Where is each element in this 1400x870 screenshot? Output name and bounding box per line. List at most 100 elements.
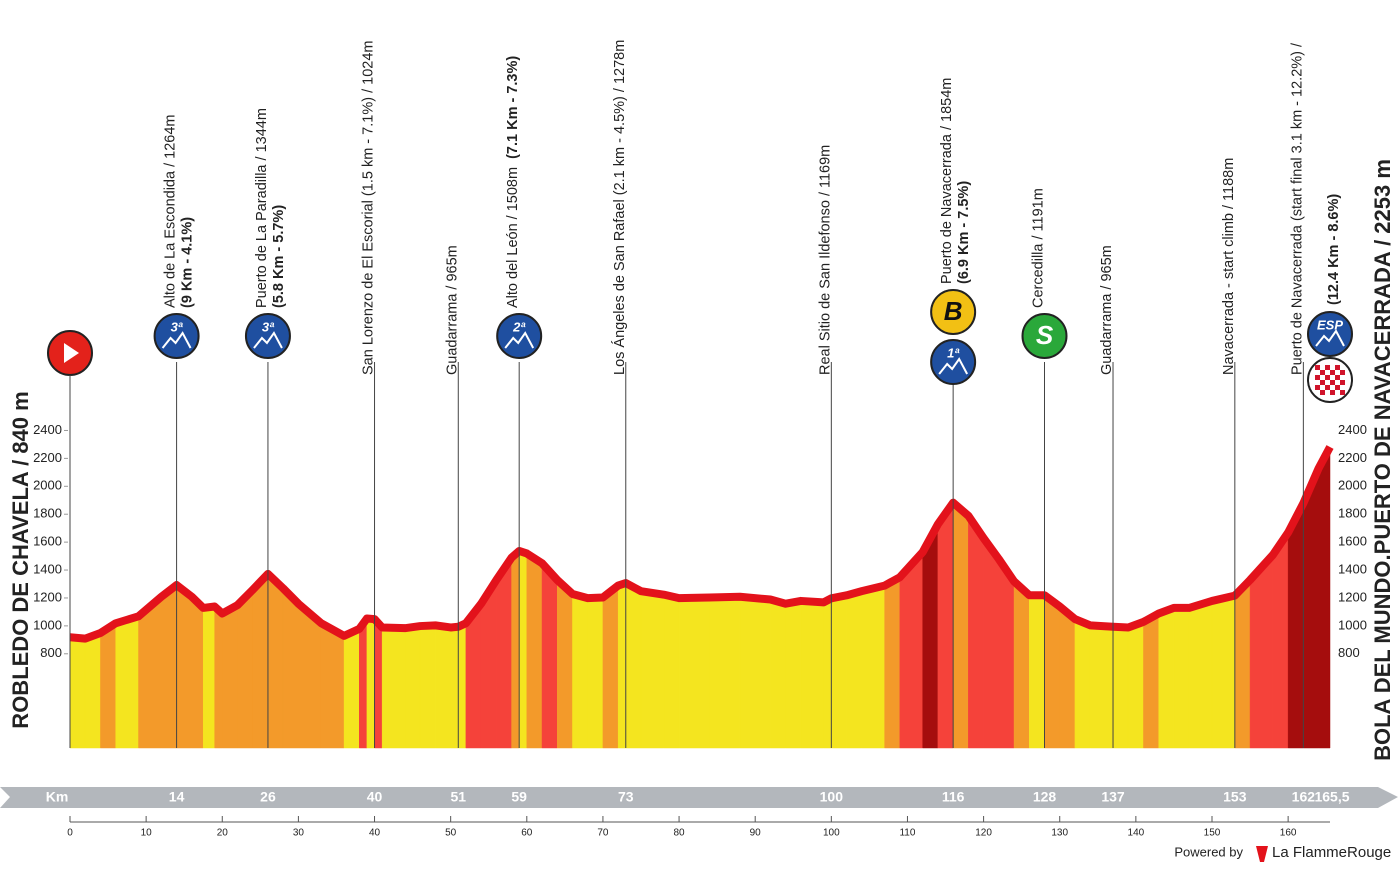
waypoint-name-text: Navacerrada - start climb / 1188m bbox=[1221, 158, 1237, 375]
icon bbox=[496, 313, 543, 359]
y-tick-label: 2200 bbox=[33, 450, 62, 465]
waypoint-name-text: Puerto de Navacerrada (start final 3.1 k… bbox=[1289, 42, 1305, 375]
x-tick-label: 160 bbox=[1280, 828, 1297, 839]
profile-segment bbox=[366, 622, 375, 749]
profile-segment bbox=[222, 608, 238, 749]
x-tick-label: 10 bbox=[141, 828, 153, 839]
profile-segment bbox=[214, 609, 223, 749]
profile-segment bbox=[458, 626, 467, 749]
profile-segment bbox=[884, 580, 901, 749]
waypoint-km: 137 bbox=[1101, 789, 1125, 805]
waypoint-name-text: Real Sitio de San Ildefonso / 1169m bbox=[817, 145, 833, 375]
profile-segment bbox=[320, 626, 345, 749]
profile-segment bbox=[267, 577, 284, 749]
waypoint-name-text: Guadarrama / 965m bbox=[444, 245, 460, 375]
profile-segment bbox=[1272, 535, 1289, 749]
finish-check bbox=[1325, 385, 1330, 390]
profile-segment bbox=[800, 604, 824, 749]
waypoint-km: 14 bbox=[169, 789, 185, 805]
profile-segment bbox=[709, 600, 741, 749]
finish-check bbox=[1335, 365, 1340, 370]
x-tick-label: 120 bbox=[975, 828, 992, 839]
finish-km: 165,5 bbox=[1314, 789, 1349, 805]
waypoint-name-text: Puerto de Navacerrada / 1854m bbox=[939, 78, 955, 284]
y-tick-label: 1200 bbox=[33, 589, 62, 604]
finish-label: BOLA DEL MUNDO.PUERTO DE NAVACERRADA / 2… bbox=[1370, 159, 1395, 761]
icon-label: 3ª bbox=[262, 319, 275, 334]
waypoint-name: Alto de La Escondida / 1264m bbox=[163, 115, 179, 308]
y-tick-label: 1600 bbox=[33, 534, 62, 549]
x-tick-label: 30 bbox=[293, 828, 305, 839]
x-tick-label: 40 bbox=[369, 828, 381, 839]
profile-segment bbox=[526, 557, 543, 749]
profile-segment bbox=[435, 629, 451, 749]
finish-check bbox=[1340, 380, 1345, 385]
finish-check bbox=[1330, 390, 1335, 395]
profile-segment bbox=[404, 629, 421, 749]
waypoint-detail: (9 Km - 4.1%) bbox=[180, 217, 196, 308]
finish-check bbox=[1315, 375, 1320, 380]
icon-label: 2ª bbox=[512, 319, 526, 334]
y-tick-label-right: 2000 bbox=[1338, 478, 1367, 493]
icon-label: 3ª bbox=[171, 319, 184, 334]
profile-segment bbox=[1211, 599, 1236, 749]
profile-segment bbox=[176, 588, 193, 749]
waypoint-km: 40 bbox=[367, 789, 383, 805]
icon bbox=[930, 289, 977, 335]
finish-check bbox=[1340, 390, 1345, 395]
waypoint-detail: (6.9 Km - 7.5%) bbox=[956, 181, 972, 284]
profile-segment bbox=[1318, 450, 1331, 749]
profile-segment bbox=[511, 554, 520, 749]
profile-segment bbox=[1044, 598, 1060, 749]
profile-segment bbox=[785, 604, 802, 749]
waypoint-name-text: Los Ángeles de San Rafael (2.1 km - 4.5%… bbox=[611, 40, 628, 375]
y-tick-label-right: 2400 bbox=[1338, 422, 1367, 437]
icon bbox=[1021, 313, 1068, 359]
x-tick-label: 130 bbox=[1051, 828, 1068, 839]
x-tick-label: 100 bbox=[823, 828, 840, 839]
finish-check bbox=[1315, 365, 1320, 370]
profile-segment bbox=[602, 589, 619, 749]
profile-segment bbox=[419, 629, 436, 749]
profile-segment bbox=[678, 601, 710, 749]
icon bbox=[153, 313, 200, 359]
icon-mountain bbox=[1315, 329, 1345, 347]
waypoint-name-text: Alto de La Escondida / 1264m bbox=[163, 115, 179, 308]
x-tick-label: 70 bbox=[597, 828, 609, 839]
profile-segment bbox=[1158, 611, 1175, 749]
profile-segment bbox=[518, 554, 528, 749]
profile-segment bbox=[739, 600, 771, 749]
profile-segment bbox=[937, 505, 954, 749]
icon-mountain bbox=[938, 357, 969, 375]
finish-check bbox=[1330, 370, 1335, 375]
waypoint-name-text: Alto del León / 1508m bbox=[505, 167, 521, 308]
profile-line bbox=[69, 445, 1334, 643]
y-tick-label: 2400 bbox=[33, 422, 62, 437]
y-tick-label-right: 2200 bbox=[1338, 450, 1367, 465]
finish-check bbox=[1340, 370, 1345, 375]
x-tick-label: 140 bbox=[1128, 828, 1145, 839]
profile-segment bbox=[1188, 604, 1213, 749]
waypoint-km: 26 bbox=[260, 789, 276, 805]
icon bbox=[930, 339, 977, 385]
finish-check bbox=[1325, 365, 1330, 370]
x-tick-label: 90 bbox=[750, 828, 762, 839]
profile-segment bbox=[465, 607, 482, 749]
finish-check bbox=[1320, 370, 1325, 375]
x-tick-label: 150 bbox=[1204, 828, 1221, 839]
profile-segment bbox=[1089, 629, 1114, 749]
finish-detail: (12.4 Km - 8.6%) bbox=[1326, 194, 1342, 305]
waypoint-name: Guadarrama / 965m bbox=[444, 245, 460, 375]
profile-segment bbox=[69, 640, 86, 749]
profile-segment bbox=[831, 599, 847, 749]
brand: La FlammeRouge bbox=[1272, 844, 1391, 861]
icon-label: ESP bbox=[1317, 317, 1343, 332]
waypoint-km: 59 bbox=[511, 789, 527, 805]
y-tick-label-right: 1200 bbox=[1338, 589, 1367, 604]
profile-segment bbox=[968, 518, 984, 749]
finish-icon bbox=[1307, 357, 1353, 403]
waypoint-km: 51 bbox=[450, 789, 466, 805]
x-tick-label: 110 bbox=[899, 828, 915, 839]
icon-mountain bbox=[161, 331, 192, 349]
profile-segment bbox=[640, 594, 665, 749]
